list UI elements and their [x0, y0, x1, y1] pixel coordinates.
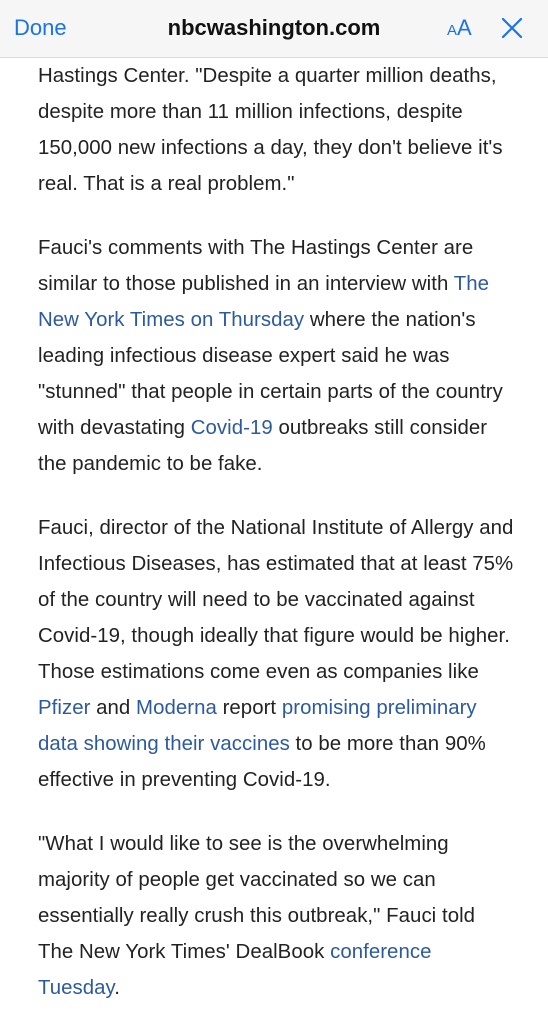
link-nyt-thursday[interactable]: The New York Times on Thursday [38, 273, 490, 331]
text-size-button[interactable]: AA [447, 16, 472, 43]
article-body: Hastings Center. "Despite a quarter mill… [38, 58, 514, 1006]
paragraph-3: Fauci, director of the National Institut… [38, 510, 514, 798]
link-covid-19[interactable]: Covid-19 [190, 417, 273, 439]
link-conference-tuesday[interactable]: conference Tuesday [38, 941, 432, 999]
paragraph-2: Fauci's comments with The Hastings Cente… [38, 230, 514, 482]
link-moderna[interactable]: Moderna [136, 697, 217, 719]
paragraph-3-text-d: to be more than 90% effective in prevent… [38, 733, 486, 791]
text-size-small-glyph: A [447, 22, 458, 39]
paragraph-2-text-c: outbreaks still consider the pandemic to… [38, 417, 488, 475]
paragraph-2-text-b: where the nation's leading infectious di… [38, 309, 503, 439]
link-preliminary-data[interactable]: promising preliminary data showing their… [38, 697, 477, 755]
paragraph-2-text-a: Fauci's comments with The Hastings Cente… [38, 237, 474, 295]
paragraph-3-text-a: Fauci, director of the National Institut… [38, 517, 514, 683]
paragraph-4: "What I would like to see is the overwhe… [38, 826, 514, 1006]
done-button[interactable]: Done [14, 15, 67, 40]
paragraph-3-text-c: report [216, 697, 282, 719]
text-size-large-glyph: A [457, 15, 472, 40]
link-pfizer[interactable]: Pfizer [38, 697, 91, 719]
close-icon[interactable] [500, 16, 524, 40]
paragraph-3-text-b: and [90, 697, 137, 719]
paragraph-1: Hastings Center. "Despite a quarter mill… [38, 58, 514, 202]
reader-toolbar: Done nbcwashington.com AA [0, 0, 548, 58]
paragraph-4-text-a: "What I would like to see is the overwhe… [38, 833, 476, 963]
paragraph-1-text: Hastings Center. "Despite a quarter mill… [38, 65, 503, 195]
paragraph-4-text-b: . [114, 977, 121, 999]
